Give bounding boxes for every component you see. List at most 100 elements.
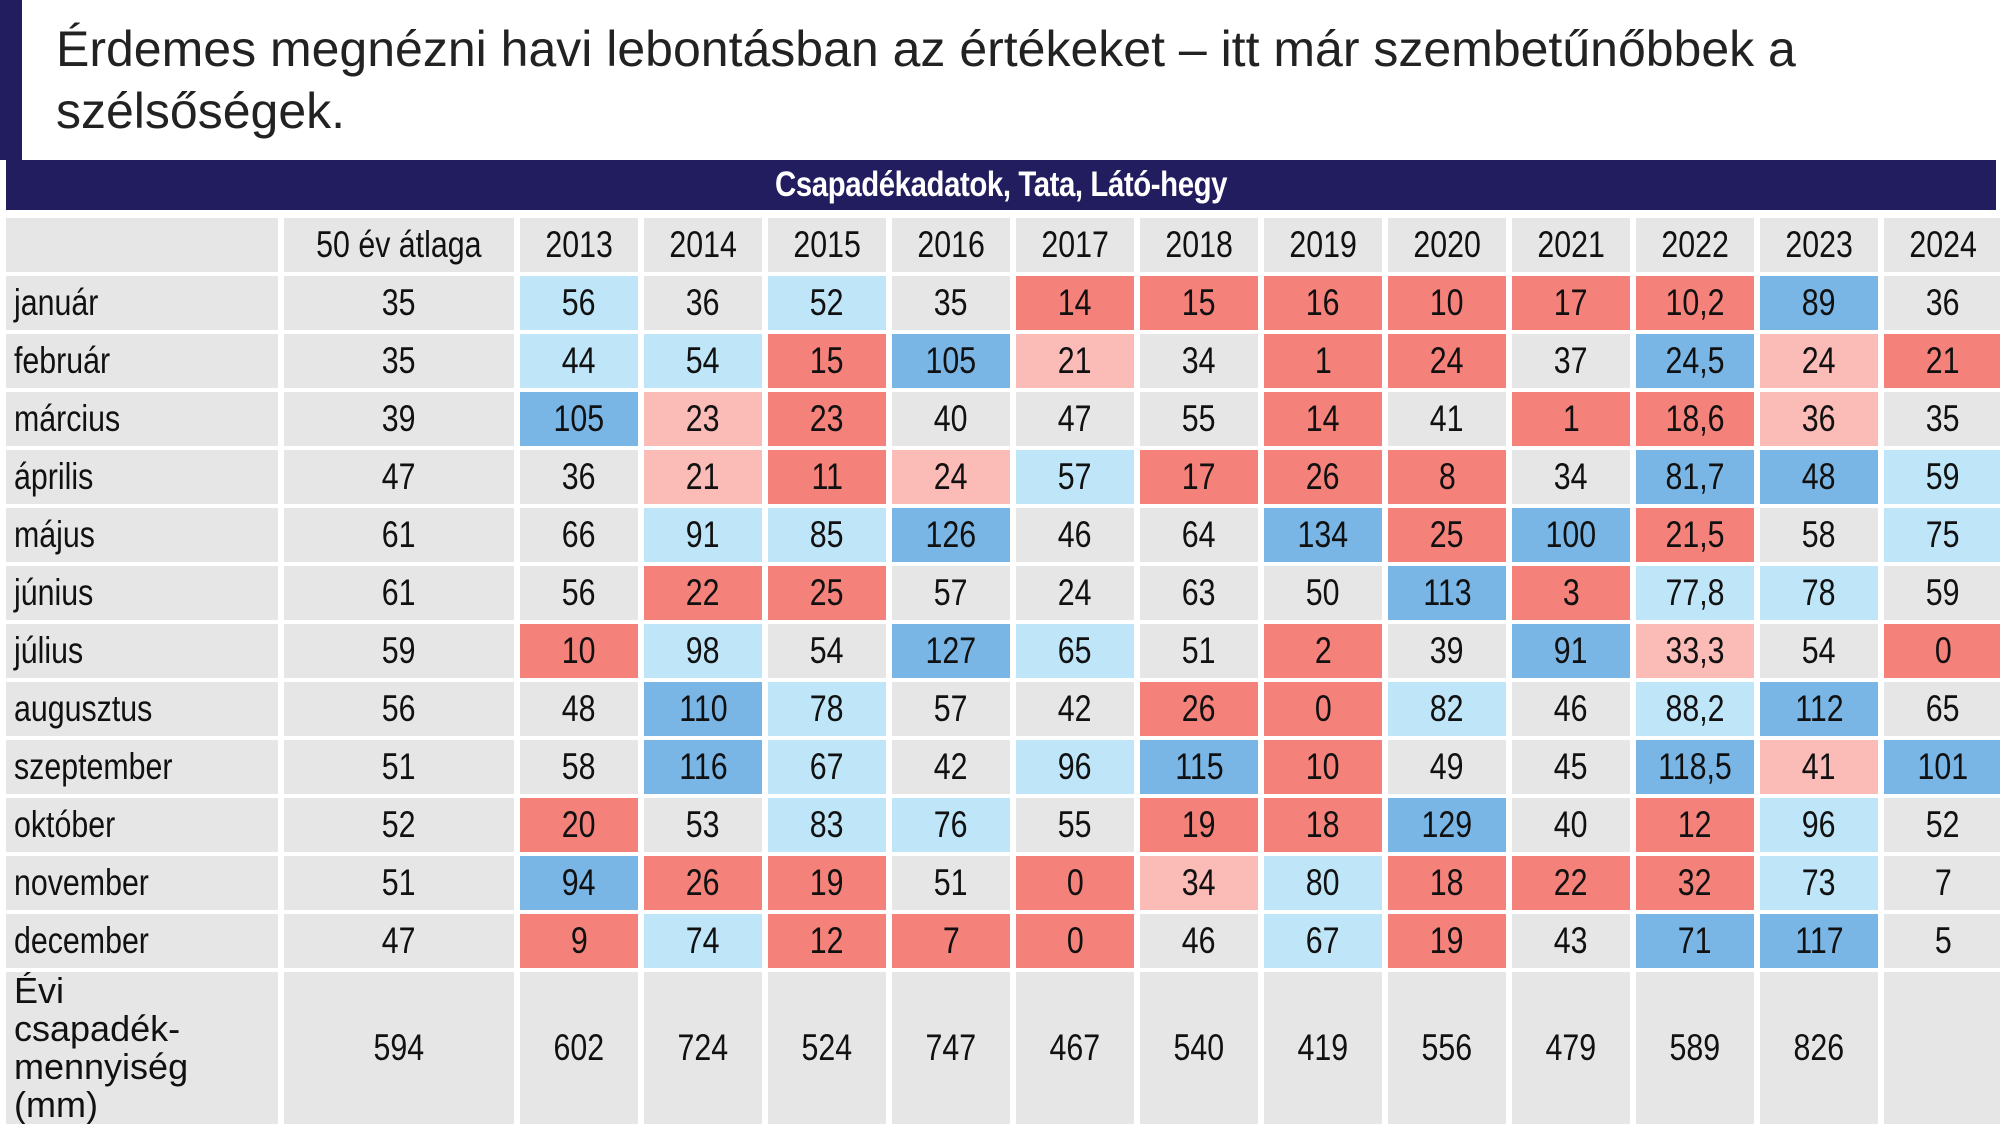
total-cell-value: 747	[925, 1027, 977, 1068]
column-header: 2019	[1264, 218, 1382, 272]
table-row: december 47 9 74 12 7 0 46 67 19 43 71 117 5	[6, 914, 2000, 968]
data-cell: 41	[1760, 740, 1878, 794]
data-cell: 52	[1884, 798, 2000, 852]
data-cell-value: 83	[810, 804, 844, 845]
data-cell: 57	[892, 682, 1010, 736]
column-header-text: 2021	[1537, 224, 1605, 265]
table-row: szeptember 51 58 116 67 42 96 115 10 49 45 118,5 41 1…	[6, 740, 2000, 794]
total-cell-value: 524	[801, 1027, 853, 1068]
data-cell-value: 14	[1058, 282, 1092, 323]
data-cell-value: 53	[686, 804, 720, 845]
data-cell: 40	[892, 392, 1010, 446]
total-cell-value: 479	[1545, 1027, 1597, 1068]
data-cell-value: 24	[1802, 340, 1836, 381]
data-cell: 24	[1760, 334, 1878, 388]
data-cell: 51	[284, 740, 514, 794]
data-cell: 50	[1264, 566, 1382, 620]
data-cell-value: 34	[1554, 456, 1588, 497]
data-cell-value: 21,5	[1665, 514, 1725, 555]
data-cell-value: 91	[1554, 630, 1588, 671]
data-cell: 37	[1512, 334, 1630, 388]
data-cell-value: 12	[1678, 804, 1712, 845]
data-cell: 21	[1884, 334, 2000, 388]
data-cell-value: 7	[942, 920, 960, 961]
data-cell: 0	[1016, 914, 1134, 968]
column-header: 2015	[768, 218, 886, 272]
data-cell-value: 24	[934, 456, 968, 497]
data-cell: 11	[768, 450, 886, 504]
data-cell: 80	[1264, 856, 1382, 910]
page-heading: Érdemes megnézni havi lebontásban az ért…	[56, 21, 1796, 139]
data-cell-value: 42	[934, 746, 968, 787]
data-cell: 34	[1140, 334, 1258, 388]
data-cell-value: 47	[382, 920, 416, 961]
data-cell-value: 46	[1182, 920, 1216, 961]
data-cell-value: 19	[810, 862, 844, 903]
table-row: június 61 56 22 25 57 24 63 50 113 3 77,8 78 59	[6, 566, 2000, 620]
data-cell-value: 26	[686, 862, 720, 903]
data-cell-value: 49	[1430, 746, 1464, 787]
data-cell: 46	[1512, 682, 1630, 736]
data-cell: 1	[1264, 334, 1382, 388]
data-cell-value: 35	[382, 340, 416, 381]
data-cell-value: 88,2	[1665, 688, 1725, 729]
total-cell: 602	[520, 972, 638, 1124]
data-cell-value: 47	[1058, 398, 1092, 439]
column-header-text: 2024	[1909, 224, 1977, 265]
data-cell: 58	[1760, 508, 1878, 562]
data-cell: 78	[1760, 566, 1878, 620]
total-cell: 540	[1140, 972, 1258, 1124]
row-label-text: szeptember	[14, 746, 173, 787]
column-header-text: 2013	[545, 224, 613, 265]
data-cell: 14	[1264, 392, 1382, 446]
data-cell: 18	[1264, 798, 1382, 852]
data-cell-value: 105	[553, 398, 605, 439]
data-cell-value: 20	[562, 804, 596, 845]
data-cell: 82	[1388, 682, 1506, 736]
data-cell-value: 74	[686, 920, 720, 961]
data-cell-value: 91	[686, 514, 720, 555]
data-cell: 21	[1016, 334, 1134, 388]
row-label: szeptember	[6, 740, 278, 794]
data-cell-value: 14	[1306, 398, 1340, 439]
data-cell-value: 56	[562, 282, 596, 323]
data-cell: 126	[892, 508, 1010, 562]
data-cell: 1	[1512, 392, 1630, 446]
data-cell: 42	[892, 740, 1010, 794]
total-cell	[1884, 972, 2000, 1124]
data-cell-value: 2	[1314, 630, 1332, 671]
data-cell-value: 57	[934, 572, 968, 613]
data-cell-value: 57	[1058, 456, 1092, 497]
data-cell-value: 24,5	[1665, 340, 1725, 381]
row-label-text: december	[14, 920, 149, 961]
column-header: 2022	[1636, 218, 1754, 272]
data-cell-value: 85	[810, 514, 844, 555]
data-cell: 116	[644, 740, 762, 794]
data-cell-value: 96	[1058, 746, 1092, 787]
data-cell: 2	[1264, 624, 1382, 678]
data-cell-value: 113	[1422, 572, 1472, 613]
data-cell: 49	[1388, 740, 1506, 794]
data-cell-value: 46	[1058, 514, 1092, 555]
data-cell-value: 76	[934, 804, 968, 845]
column-header-text: 50 év átlaga	[316, 224, 482, 265]
data-cell-value: 56	[382, 688, 416, 729]
data-cell: 94	[520, 856, 638, 910]
row-label-text: január	[14, 282, 99, 323]
data-cell: 10	[520, 624, 638, 678]
row-label-text: augusztus	[14, 688, 153, 729]
data-cell-value: 8	[1438, 456, 1456, 497]
data-cell-value: 1	[1314, 340, 1332, 381]
data-cell-value: 48	[562, 688, 596, 729]
data-cell: 24	[1016, 566, 1134, 620]
data-cell: 56	[284, 682, 514, 736]
data-cell-value: 61	[382, 572, 416, 613]
data-cell: 65	[1884, 682, 2000, 736]
data-cell: 56	[520, 276, 638, 330]
data-cell: 113	[1388, 566, 1506, 620]
data-cell: 42	[1016, 682, 1134, 736]
row-label: december	[6, 914, 278, 968]
data-cell-value: 33,3	[1665, 630, 1725, 671]
data-cell: 34	[1512, 450, 1630, 504]
data-cell: 54	[644, 334, 762, 388]
